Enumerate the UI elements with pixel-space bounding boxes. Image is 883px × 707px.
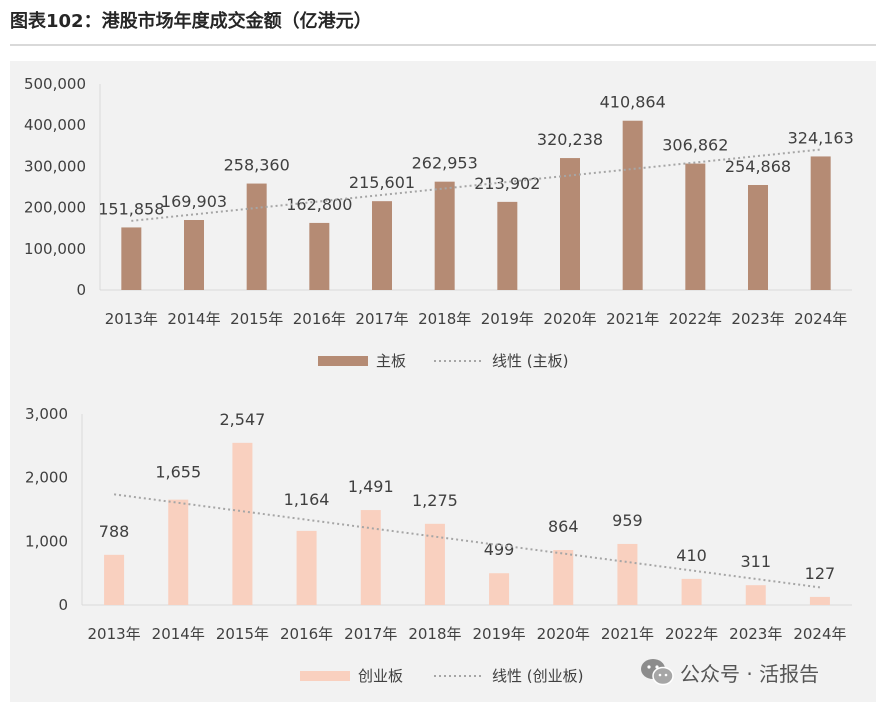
bar — [296, 530, 317, 605]
x-tick-label: 2023年 — [729, 625, 782, 643]
data-label: 410 — [676, 546, 707, 565]
y-tick-label: 200,000 — [24, 199, 86, 217]
data-label: 499 — [484, 540, 515, 559]
data-label: 864 — [548, 517, 579, 536]
x-tick-label: 2015年 — [230, 310, 283, 328]
y-tick-label: 100,000 — [24, 240, 86, 258]
y-tick-label: 0 — [76, 281, 86, 299]
y-tick-label: 2,000 — [25, 469, 68, 487]
x-tick-label: 2019年 — [472, 625, 525, 643]
bar — [184, 219, 204, 290]
bar — [360, 510, 381, 605]
bar — [681, 578, 702, 605]
data-label: 311 — [740, 552, 771, 571]
data-label: 262,953 — [412, 154, 478, 173]
data-label: 169,903 — [161, 192, 227, 211]
x-tick-label: 2013年 — [87, 625, 140, 643]
x-tick-label: 2015年 — [216, 625, 269, 643]
x-tick-label: 2020年 — [537, 625, 590, 643]
data-label: 410,864 — [600, 93, 666, 112]
data-label: 151,858 — [98, 199, 164, 218]
bar — [553, 549, 574, 605]
bar — [745, 585, 766, 605]
data-label: 2,547 — [220, 410, 266, 429]
legend-swatch — [318, 356, 368, 366]
data-label: 213,902 — [474, 174, 540, 193]
x-tick-label: 2014年 — [152, 625, 205, 643]
x-tick-label: 2024年 — [794, 310, 847, 328]
x-tick-label: 2018年 — [418, 310, 471, 328]
legend-swatch — [300, 671, 350, 681]
x-tick-label: 2016年 — [280, 625, 333, 643]
x-tick-label: 2022年 — [665, 625, 718, 643]
data-label: 1,164 — [284, 490, 330, 509]
data-label: 320,238 — [537, 130, 603, 149]
bar — [434, 181, 455, 290]
data-label: 306,862 — [662, 136, 728, 155]
trendline — [131, 148, 821, 222]
data-label: 258,360 — [224, 156, 290, 175]
x-tick-label: 2017年 — [344, 625, 397, 643]
x-tick-label: 2016年 — [293, 310, 346, 328]
bar — [497, 201, 518, 290]
data-label: 1,655 — [155, 463, 201, 482]
wechat-icon — [641, 659, 674, 686]
legend-label: 主板 — [376, 352, 406, 370]
bar — [617, 543, 638, 605]
bar — [121, 227, 142, 290]
data-label: 1,491 — [348, 477, 394, 496]
bar — [810, 156, 831, 290]
watermark: 公众号 · 活报告 — [640, 654, 819, 690]
title-divider — [10, 44, 876, 46]
y-tick-label: 3,000 — [25, 405, 68, 423]
bar — [168, 499, 189, 605]
legend-trendline-label: 线性 (创业板) — [492, 667, 583, 685]
bar — [622, 120, 643, 290]
y-tick-label: 0 — [58, 596, 68, 614]
data-label: 324,163 — [788, 128, 854, 147]
bar — [232, 442, 253, 605]
page-title: 图表102：港股市场年度成交金额（亿港元） — [10, 11, 372, 32]
x-tick-label: 2013年 — [105, 310, 158, 328]
y-tick-label: 1,000 — [25, 532, 68, 550]
legend-label: 创业板 — [358, 667, 403, 685]
x-tick-label: 2020年 — [543, 310, 596, 328]
x-tick-label: 2019年 — [481, 310, 534, 328]
bar — [424, 523, 445, 605]
bar — [104, 554, 125, 605]
data-label: 1,275 — [412, 491, 458, 510]
data-label: 127 — [805, 564, 836, 583]
y-tick-label: 300,000 — [24, 157, 86, 175]
x-tick-label: 2014年 — [167, 310, 220, 328]
x-tick-label: 2018年 — [408, 625, 461, 643]
x-tick-label: 2022年 — [669, 310, 722, 328]
bar — [246, 183, 267, 290]
data-label: 215,601 — [349, 173, 415, 192]
bar — [309, 222, 330, 290]
x-tick-label: 2017年 — [355, 310, 408, 328]
y-tick-label: 400,000 — [24, 116, 86, 134]
legend-trendline-label: 线性 (主板) — [492, 352, 568, 370]
x-tick-label: 2021年 — [606, 310, 659, 328]
bar — [489, 573, 510, 605]
trendline — [113, 493, 821, 589]
data-label: 959 — [612, 511, 643, 530]
data-label: 788 — [99, 522, 130, 541]
watermark-text: 公众号 · 活报告 — [680, 661, 820, 686]
y-tick-label: 500,000 — [24, 75, 86, 93]
x-tick-label: 2023年 — [731, 310, 784, 328]
x-tick-label: 2024年 — [793, 625, 846, 643]
bar — [748, 184, 768, 290]
data-label: 254,868 — [725, 157, 791, 176]
bar — [560, 158, 580, 290]
bar — [372, 201, 392, 290]
bar — [685, 163, 706, 290]
bar — [809, 596, 830, 605]
x-tick-label: 2021年 — [601, 625, 654, 643]
